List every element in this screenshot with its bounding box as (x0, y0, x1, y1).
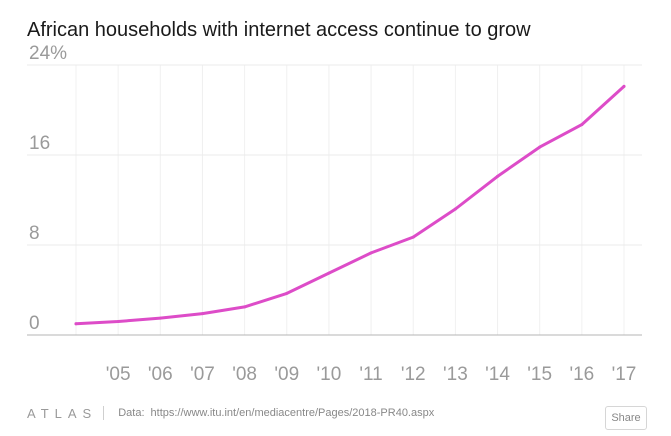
data-point (496, 174, 500, 178)
y-axis-ticks: 0 8 16 24% (29, 43, 67, 334)
data-point (411, 235, 415, 239)
series-line (74, 84, 626, 326)
atlas-logo[interactable]: ATLAS (27, 405, 98, 421)
x-axis-ticks: '05 '06 '07 '08 '09 '10 '11 '12 '13 '14 '15 '16 '17 (106, 364, 637, 385)
x-tick-label: '06 (148, 364, 173, 385)
x-tick-label: '14 (485, 364, 510, 385)
x-tick-label: '07 (190, 364, 215, 385)
x-tick-label: '09 (274, 364, 299, 385)
data-point (116, 320, 120, 323)
y-tick-label: 24% (29, 43, 67, 64)
footer-divider (103, 406, 105, 420)
data-point (580, 123, 584, 127)
y-tick-label: 16 (29, 133, 50, 154)
x-tick-label: '11 (359, 364, 382, 385)
x-tick-label: '17 (612, 364, 637, 385)
data-point (622, 84, 626, 88)
grid-lines (27, 64, 642, 336)
x-tick-label: '10 (317, 364, 342, 385)
data-point (538, 145, 542, 149)
x-tick-label: '05 (106, 364, 131, 385)
line-chart: 0 8 16 24% '05 '06 '07 '08 '09 '10 '11 '12 '13 '14 '1… (27, 43, 642, 385)
data-point (74, 322, 78, 326)
data-point (285, 291, 289, 295)
source-link[interactable]: https://www.itu.int/en/mediacentre/Pages… (150, 407, 435, 419)
x-tick-label: '12 (401, 364, 426, 385)
series-points (74, 84, 626, 326)
data-point (243, 305, 247, 309)
data-point (158, 316, 162, 320)
data-point (200, 312, 204, 316)
chart-title: African households with internet access … (27, 19, 531, 41)
y-tick-label: 0 (29, 313, 40, 334)
y-tick-label: 8 (29, 223, 40, 244)
x-tick-label: '08 (232, 364, 257, 385)
x-tick-label: '16 (569, 364, 594, 385)
share-button[interactable]: Share (605, 406, 647, 430)
x-tick-label: '13 (443, 364, 468, 385)
data-point (327, 271, 331, 275)
chart-footer: ATLAS Data: https://www.itu.int/en/media… (27, 402, 434, 424)
data-point (453, 207, 457, 211)
data-point (369, 251, 373, 255)
source-label: Data: (118, 407, 145, 419)
x-tick-label: '15 (527, 364, 552, 385)
